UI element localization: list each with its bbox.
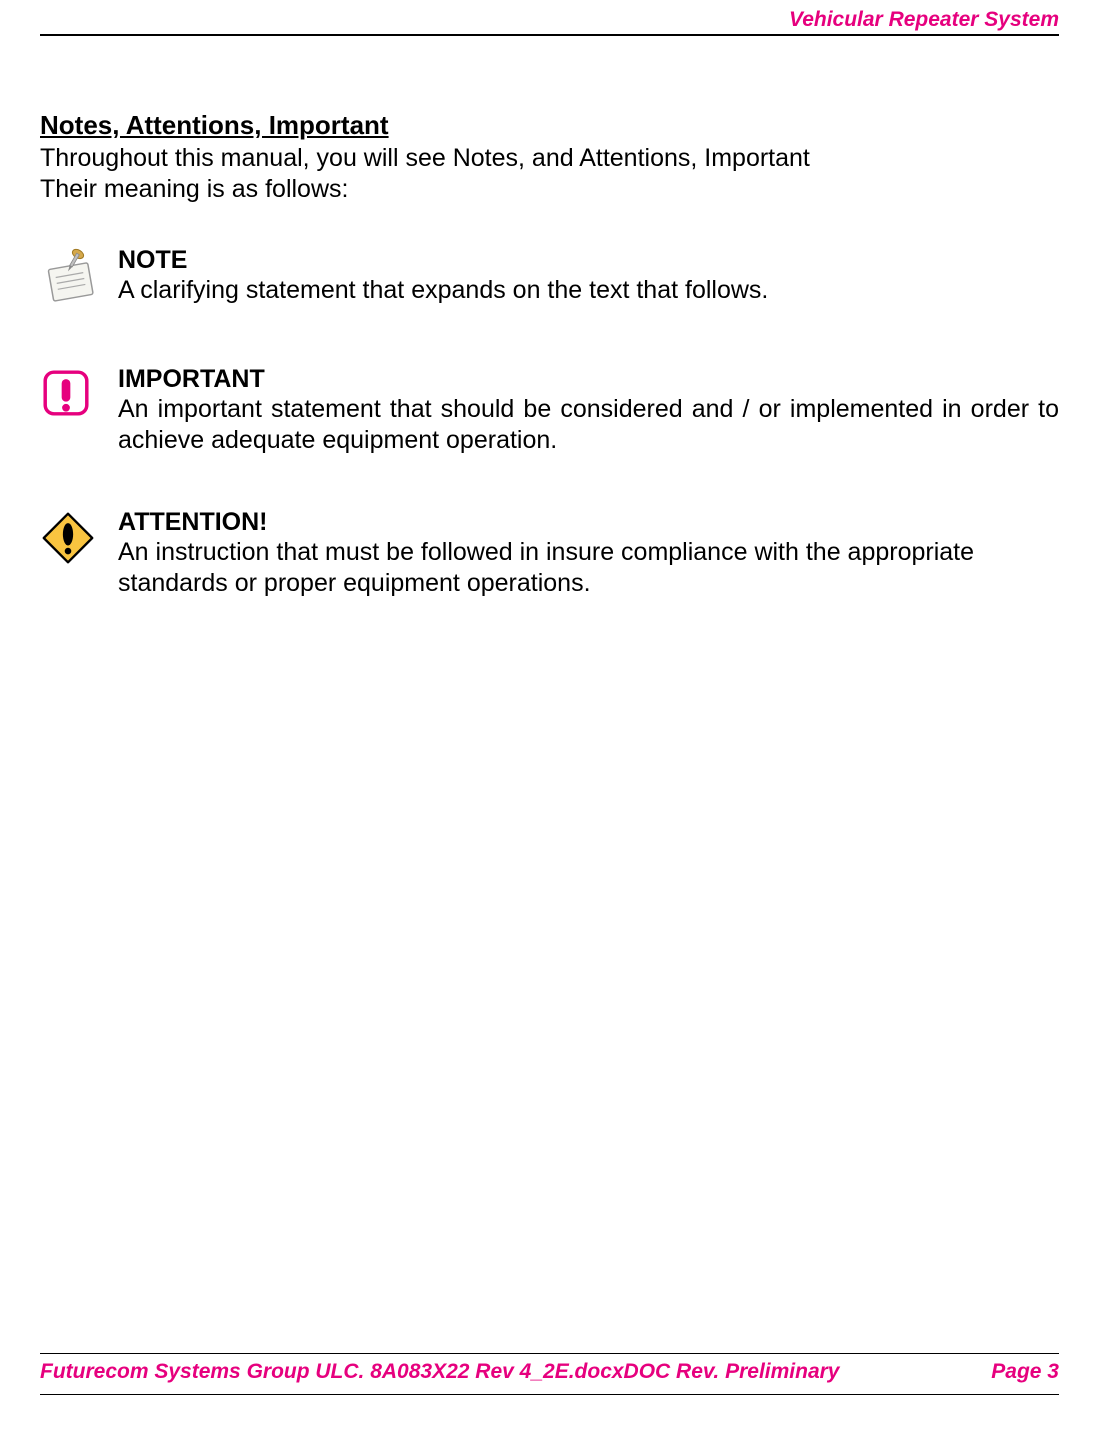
document-page: Vehicular Repeater System Notes, Attenti… bbox=[0, 0, 1099, 1433]
callout-attention: ATTENTION! An instruction that must be f… bbox=[40, 508, 1059, 600]
footer-row: Futurecom Systems Group ULC. 8A083X22 Re… bbox=[40, 1360, 1059, 1384]
callout-important-body: IMPORTANT An important statement that sh… bbox=[118, 365, 1059, 457]
callout-attention-text: An instruction that must be followed in … bbox=[118, 537, 1059, 600]
footer-rule-bottom bbox=[40, 1394, 1059, 1395]
callout-note-text: A clarifying statement that expands on t… bbox=[118, 275, 1059, 306]
callout-important-text: An important statement that should be co… bbox=[118, 394, 1059, 457]
callout-note: NOTE A clarifying statement that expands… bbox=[40, 246, 1059, 313]
intro-line-1: Throughout this manual, you will see Not… bbox=[40, 144, 810, 172]
intro-line-2: Their meaning is as follows: bbox=[40, 175, 348, 203]
callout-important-label: IMPORTANT bbox=[118, 365, 1059, 394]
page-footer: Futurecom Systems Group ULC. 8A083X22 Re… bbox=[40, 1353, 1059, 1395]
section-heading: Notes, Attentions, Important bbox=[40, 110, 1059, 141]
footer-rule-top bbox=[40, 1353, 1059, 1354]
header-title: Vehicular Repeater System bbox=[789, 8, 1059, 31]
footer-left-text: Futurecom Systems Group ULC. 8A083X22 Re… bbox=[40, 1360, 839, 1384]
page-header: Vehicular Repeater System bbox=[40, 0, 1059, 40]
important-icon bbox=[40, 367, 100, 424]
attention-icon bbox=[40, 510, 100, 571]
note-icon bbox=[40, 248, 100, 313]
intro-paragraph: Throughout this manual, you will see Not… bbox=[40, 143, 1059, 206]
callout-attention-label: ATTENTION! bbox=[118, 508, 1059, 537]
header-rule bbox=[40, 34, 1059, 36]
callout-note-body: NOTE A clarifying statement that expands… bbox=[118, 246, 1059, 306]
callout-attention-body: ATTENTION! An instruction that must be f… bbox=[118, 508, 1059, 600]
callout-note-label: NOTE bbox=[118, 246, 1059, 275]
footer-page-number: Page 3 bbox=[991, 1360, 1059, 1384]
callout-important: IMPORTANT An important statement that sh… bbox=[40, 365, 1059, 457]
page-content: Notes, Attentions, Important Throughout … bbox=[40, 40, 1059, 600]
